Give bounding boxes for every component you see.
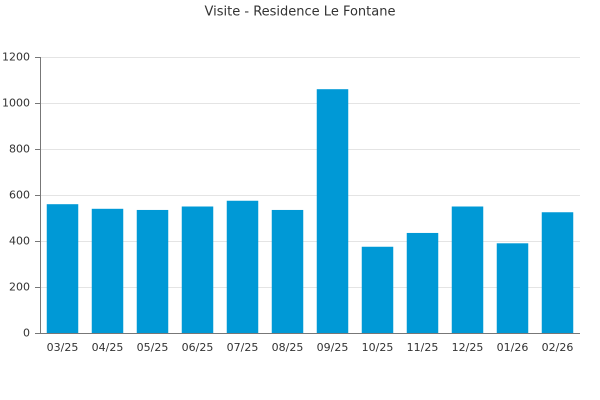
x-tick-label: 04/25 <box>92 341 124 354</box>
y-tick-label: 1200 <box>2 51 30 64</box>
bar <box>181 206 214 333</box>
y-tick-label: 1000 <box>2 97 30 110</box>
bar <box>451 206 484 333</box>
x-tick-label: 03/25 <box>47 341 79 354</box>
y-tick-label: 600 <box>9 189 30 202</box>
y-tick-label: 200 <box>9 281 30 294</box>
x-tick-label: 05/25 <box>137 341 169 354</box>
x-tick-label: 02/26 <box>542 341 574 354</box>
x-tick-label: 11/25 <box>407 341 439 354</box>
bar <box>496 243 529 333</box>
bar <box>361 246 394 333</box>
x-tick-label: 06/25 <box>182 341 214 354</box>
bar <box>226 200 259 333</box>
x-tick-label: 08/25 <box>272 341 304 354</box>
bar <box>316 89 349 333</box>
x-tick-label: 09/25 <box>317 341 349 354</box>
bar <box>91 208 124 333</box>
y-tick-label: 800 <box>9 143 30 156</box>
bar <box>271 209 304 333</box>
bar <box>46 204 79 333</box>
bar <box>136 209 169 333</box>
chart-title: Visite - Residence Le Fontane <box>205 5 396 20</box>
y-tick-label: 400 <box>9 235 30 248</box>
y-tick-label: 0 <box>23 327 30 340</box>
bar <box>541 212 574 333</box>
bar <box>406 232 439 333</box>
x-tick-label: 07/25 <box>227 341 259 354</box>
x-tick-label: 01/26 <box>497 341 529 354</box>
x-tick-label: 10/25 <box>362 341 394 354</box>
x-tick-label: 12/25 <box>452 341 484 354</box>
